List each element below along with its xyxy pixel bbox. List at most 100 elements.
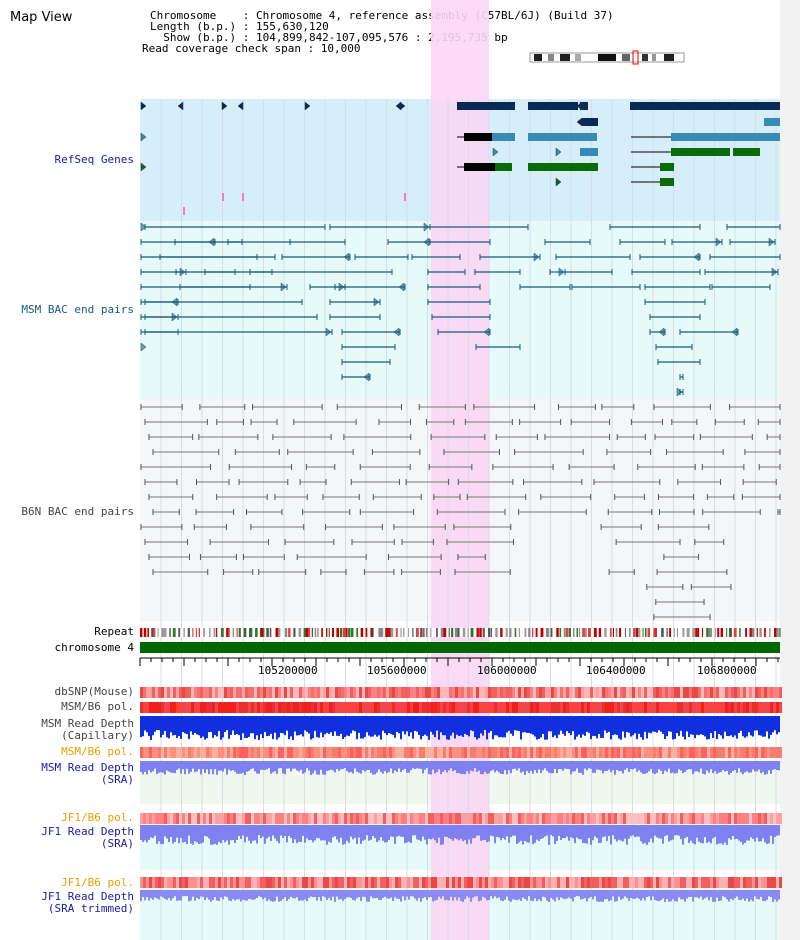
- depth-bar: [346, 761, 348, 772]
- heat-cell: [242, 813, 245, 824]
- depth-bar: [188, 825, 190, 836]
- heat-cell: [317, 877, 320, 888]
- depth-bar: [208, 890, 210, 900]
- depth-bar: [256, 890, 258, 898]
- track-label-msm-bac[interactable]: MSM BAC end pairs: [21, 303, 134, 316]
- depth-bar: [638, 825, 640, 837]
- heat-cell: [254, 813, 257, 824]
- depth-bar: [164, 761, 166, 775]
- track-label-jf1-read-depth-sra[interactable]: JF1 Read Depth (SRA): [41, 825, 134, 850]
- depth-bar: [338, 825, 340, 843]
- depth-bar: [528, 716, 530, 733]
- repeat-element: [531, 628, 534, 637]
- depth-bar: [708, 890, 710, 901]
- heat-cell: [386, 687, 389, 698]
- depth-bar: [658, 890, 660, 902]
- track-label-jf1-b6-pol[interactable]: JF1/B6 pol.: [61, 811, 134, 824]
- heat-cell: [260, 702, 263, 713]
- heat-cell: [407, 877, 410, 888]
- repeat-element: [311, 628, 314, 637]
- depth-bar: [232, 716, 234, 731]
- heat-cell: [305, 687, 308, 698]
- depth-bar: [490, 890, 492, 897]
- track-label-jf1-b6-pol-2[interactable]: JF1/B6 pol.: [61, 876, 134, 889]
- depth-bar: [730, 825, 732, 840]
- depth-bar: [494, 825, 496, 844]
- depth-bar: [362, 716, 364, 739]
- heat-cell: [323, 702, 326, 713]
- depth-bar: [448, 825, 450, 839]
- heat-cell: [191, 877, 194, 888]
- heat-cell: [146, 813, 149, 824]
- heat-cell: [713, 813, 716, 824]
- depth-bar: [408, 825, 410, 842]
- depth-bar: [282, 825, 284, 838]
- depth-bar: [248, 890, 250, 899]
- depth-bar: [772, 716, 774, 733]
- heat-cell: [158, 877, 161, 888]
- depth-bar: [486, 761, 488, 774]
- depth-bar: [252, 761, 254, 769]
- heat-cell: [560, 687, 563, 698]
- gene-marker: [242, 193, 244, 201]
- track-label-b6n-bac[interactable]: B6N BAC end pairs: [21, 505, 134, 518]
- heat-cell: [575, 687, 578, 698]
- depth-bar: [436, 825, 438, 843]
- heat-cell: [710, 702, 713, 713]
- depth-bar: [558, 890, 560, 901]
- track-label-msm-read-depth-capillary[interactable]: MSM Read Depth (Capillary): [41, 717, 134, 742]
- depth-bar: [312, 825, 314, 843]
- depth-bar: [228, 890, 230, 901]
- depth-bar: [764, 890, 766, 902]
- depth-bar: [216, 890, 218, 901]
- depth-bar: [376, 716, 378, 737]
- depth-bar: [306, 761, 308, 769]
- heat-cell: [692, 747, 695, 758]
- depth-bar: [616, 825, 618, 842]
- heat-cell: [614, 877, 617, 888]
- track-label-dbsnp[interactable]: dbSNP(Mouse): [54, 685, 134, 698]
- heat-cell: [644, 813, 647, 824]
- heat-cell: [365, 747, 368, 758]
- depth-bar: [556, 761, 558, 774]
- depth-bar: [304, 761, 306, 773]
- depth-bar: [284, 716, 286, 736]
- gene-strand-arrow: [555, 147, 562, 157]
- depth-bar: [154, 716, 156, 732]
- heat-cell: [224, 687, 227, 698]
- depth-bar: [488, 761, 490, 774]
- heat-cell: [566, 877, 569, 888]
- depth-bar: [246, 716, 248, 739]
- heat-cell: [536, 687, 539, 698]
- repeat-element: [275, 628, 279, 637]
- depth-bar: [534, 825, 536, 843]
- track-label-msm-b6-pol[interactable]: MSM/B6 pol.: [61, 700, 134, 713]
- selected-region-highlight: [431, 0, 489, 940]
- track-label-msm-read-depth-sra[interactable]: MSM Read Depth (SRA): [41, 761, 134, 786]
- ideogram-band: [560, 54, 570, 61]
- depth-bar: [530, 761, 532, 771]
- depth-bar: [410, 761, 412, 771]
- heat-cell: [248, 687, 251, 698]
- depth-bar: [506, 825, 508, 837]
- heat-cell: [557, 747, 560, 758]
- heat-cell: [746, 747, 749, 758]
- heat-cell: [473, 687, 476, 698]
- depth-bar: [632, 825, 634, 836]
- depth-bar: [544, 825, 546, 837]
- track-label-jf1-read-depth-trimmed[interactable]: JF1 Read Depth (SRA trimmed): [41, 890, 134, 915]
- depth-bar: [478, 761, 480, 771]
- track-label-msm-b6-pol-2[interactable]: MSM/B6 pol.: [61, 745, 134, 758]
- heat-cell: [623, 702, 626, 713]
- track-label-refseq[interactable]: RefSeq Genes: [54, 153, 134, 166]
- depth-bar: [526, 825, 528, 843]
- gene-exon: [492, 133, 515, 141]
- depth-bar: [510, 716, 512, 734]
- heat-cell: [437, 877, 440, 888]
- depth-bar: [172, 716, 174, 736]
- heat-cell: [377, 747, 380, 758]
- heat-cell: [305, 702, 308, 713]
- depth-bar: [534, 761, 536, 771]
- depth-bar: [410, 825, 412, 843]
